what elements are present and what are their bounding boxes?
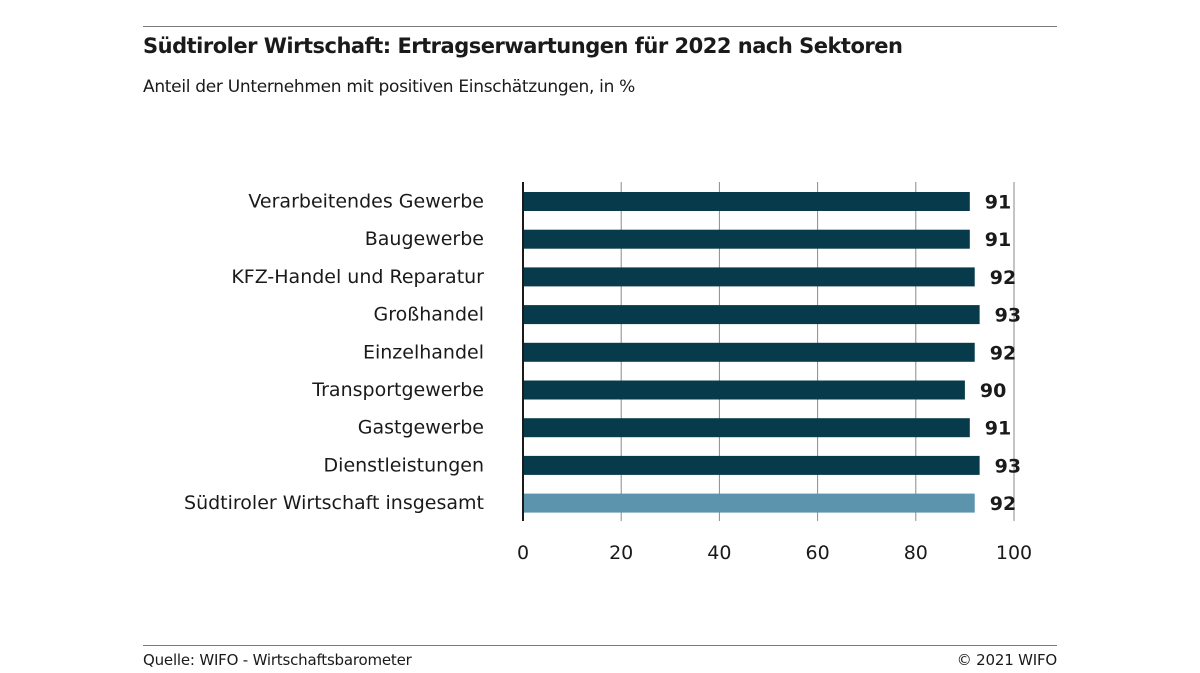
bar	[523, 229, 970, 249]
data-label: 92	[990, 342, 1016, 364]
x-tick-label: 100	[996, 542, 1032, 564]
x-tick-label: 80	[904, 542, 928, 564]
source-note: Quelle: WIFO - Wirtschaftsbarometer	[143, 651, 412, 669]
top-rule	[143, 26, 1057, 27]
category-label: Transportgewerbe	[311, 379, 484, 401]
x-tick-label: 60	[806, 542, 830, 564]
data-label: 92	[990, 493, 1016, 515]
data-label: 91	[985, 229, 1011, 251]
bar	[523, 305, 980, 325]
category-label: Großhandel	[374, 304, 484, 326]
bar	[523, 493, 975, 513]
category-label: Dienstleistungen	[324, 454, 484, 476]
data-label: 92	[990, 267, 1016, 289]
bar	[523, 455, 980, 475]
category-label: Baugewerbe	[365, 228, 484, 250]
category-label: KFZ-Handel und Reparatur	[231, 266, 484, 288]
category-label: Gastgewerbe	[358, 417, 484, 439]
copyright-note: © 2021 WIFO	[956, 651, 1057, 669]
x-tick-label: 0	[517, 542, 529, 564]
bar	[523, 418, 970, 438]
bar	[523, 342, 975, 362]
bottom-rule	[143, 645, 1057, 646]
bar	[523, 380, 965, 400]
data-label: 93	[995, 305, 1021, 327]
chart-title: Südtiroler Wirtschaft: Ertragserwartunge…	[143, 34, 903, 58]
x-tick-label: 40	[707, 542, 731, 564]
data-label: 93	[995, 455, 1021, 477]
x-tick-label: 20	[609, 542, 633, 564]
bar	[523, 192, 970, 211]
category-label: Verarbeitendes Gewerbe	[248, 191, 484, 213]
data-label: 91	[985, 418, 1011, 440]
data-label: 90	[980, 380, 1006, 402]
chart-subtitle: Anteil der Unternehmen mit positiven Ein…	[143, 77, 636, 97]
data-label: 91	[985, 192, 1011, 214]
bar	[523, 267, 975, 287]
category-label: Einzelhandel	[363, 341, 484, 363]
category-label: Südtiroler Wirtschaft insgesamt	[184, 492, 484, 514]
